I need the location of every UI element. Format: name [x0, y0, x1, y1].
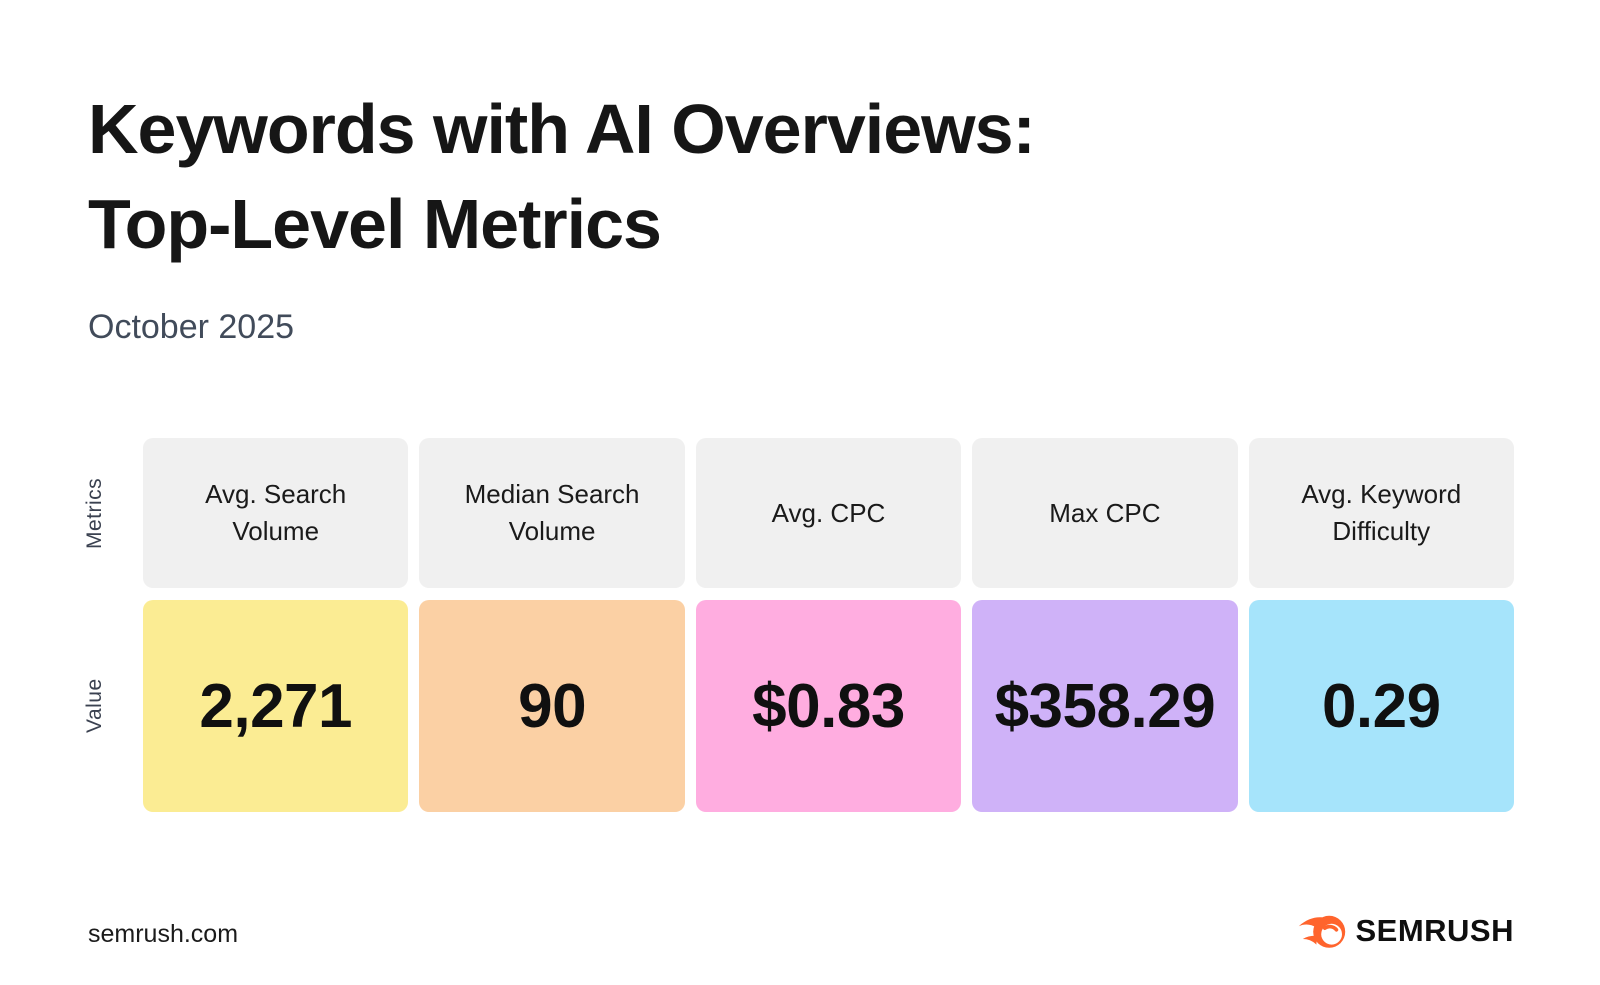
page-title: Keywords with AI Overviews: Top-Level Me… — [88, 82, 1036, 272]
value-cell-median-search-volume: 90 — [419, 600, 685, 812]
value-cell-avg-search-volume: 2,271 — [143, 600, 409, 812]
source-url: semrush.com — [88, 920, 239, 948]
column-header-avg-keyword-difficulty: Avg. Keyword Difficulty — [1248, 438, 1514, 588]
metrics-table: Avg. Search Volume Median Search Volume … — [143, 438, 1514, 812]
row-label-metrics: Metrics — [83, 477, 106, 549]
semrush-logo: SEMRUSH — [1298, 912, 1514, 950]
page-title-line1: Keywords with AI Overviews: — [88, 90, 1036, 168]
column-header-avg-cpc: Avg. CPC — [695, 438, 962, 588]
column-header-median-search-volume: Median Search Volume — [419, 438, 685, 588]
value-cell-max-cpc: $358.29 — [972, 600, 1238, 812]
page-title-line2: Top-Level Metrics — [88, 185, 662, 263]
column-header-avg-search-volume: Avg. Search Volume — [143, 438, 409, 588]
subtitle-date: October 2025 — [88, 308, 295, 346]
value-cell-avg-keyword-difficulty: 0.29 — [1248, 600, 1514, 812]
value-cell-avg-cpc: $0.83 — [695, 600, 962, 812]
semrush-comet-icon — [1298, 912, 1346, 950]
semrush-wordmark: SEMRUSH — [1355, 913, 1514, 948]
column-header-max-cpc: Max CPC — [972, 438, 1238, 588]
row-label-value: Value — [83, 678, 106, 734]
